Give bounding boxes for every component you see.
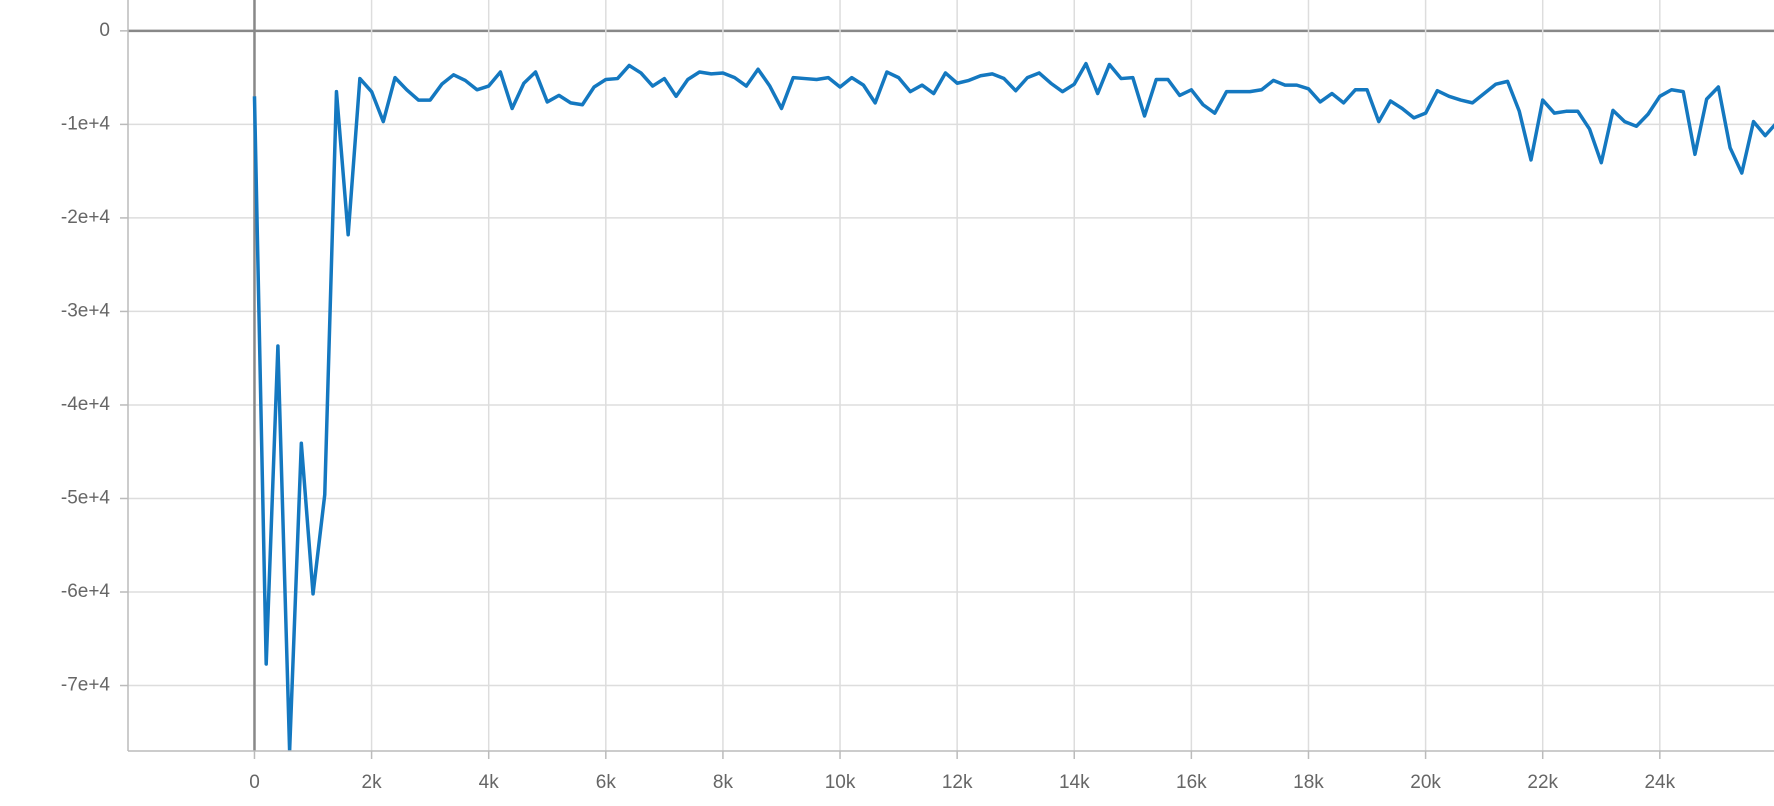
y-tick-label: -5e+4 <box>61 488 111 509</box>
x-tick-label: 14k <box>1059 772 1090 793</box>
x-tick-label: 16k <box>1176 772 1207 793</box>
series-line <box>252 61 1774 751</box>
x-tick-label: 18k <box>1293 772 1324 793</box>
x-tick-label: 10k <box>825 772 856 793</box>
x-tick-label: 2k <box>362 772 383 793</box>
plot-area <box>252 61 1774 751</box>
x-tick-label: 12k <box>942 772 973 793</box>
x-tick-label: 24k <box>1644 772 1675 793</box>
x-tick-label: 22k <box>1527 772 1558 793</box>
y-tick-label: -1e+4 <box>61 113 111 134</box>
grid <box>120 0 1774 759</box>
y-tick-label: -7e+4 <box>61 675 111 696</box>
x-tick-label: 4k <box>479 772 500 793</box>
y-tick-label: -4e+4 <box>61 394 111 415</box>
y-tick-label: -2e+4 <box>61 207 111 228</box>
x-tick-label: 6k <box>596 772 617 793</box>
y-tick-label: -3e+4 <box>61 300 111 321</box>
x-tick-label: 0 <box>249 772 260 793</box>
x-tick-label: 8k <box>713 772 734 793</box>
y-tick-label: -6e+4 <box>61 581 111 602</box>
x-tick-label: 20k <box>1410 772 1441 793</box>
y-tick-label: 0 <box>99 20 110 41</box>
